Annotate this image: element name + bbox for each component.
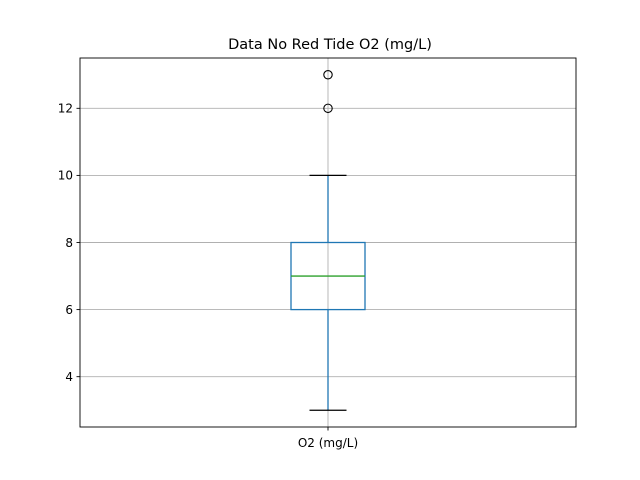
outlier-point: [323, 70, 333, 80]
y-tick-label: 12: [58, 102, 73, 116]
chart-title: Data No Red Tide O2 (mg/L): [228, 37, 432, 53]
outlier-point: [323, 103, 333, 114]
y-tick-label: 8: [65, 236, 73, 250]
y-tick-label: 6: [65, 303, 73, 317]
plot-frame: [79, 57, 577, 428]
y-tick-label: 10: [58, 169, 73, 183]
axes: 4 6 8 10 12 O2 (mg/L): [58, 102, 358, 450]
box-plot-series: [290, 70, 366, 411]
x-tick-label: O2 (mg/L): [298, 436, 358, 450]
y-tick-label: 4: [65, 370, 73, 384]
